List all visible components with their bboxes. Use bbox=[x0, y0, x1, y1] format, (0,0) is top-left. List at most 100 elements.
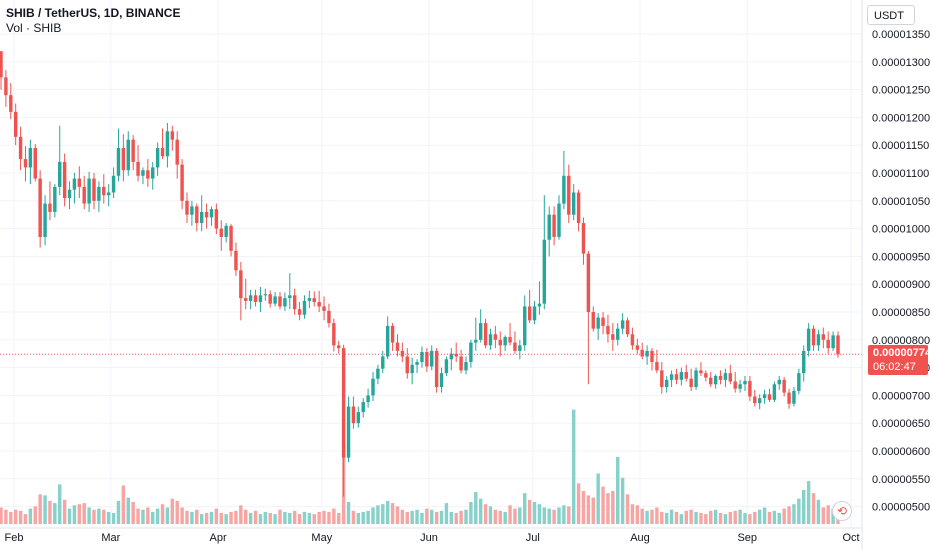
candle bbox=[660, 362, 664, 394]
volume-bar bbox=[488, 506, 493, 524]
candle-body bbox=[806, 328, 811, 351]
candle-body bbox=[175, 139, 179, 165]
candle bbox=[371, 372, 375, 401]
volume-bar bbox=[420, 513, 424, 524]
volume-bar bbox=[263, 511, 268, 524]
volume-bar bbox=[67, 508, 72, 524]
volume-bar bbox=[439, 510, 444, 524]
candle-body bbox=[498, 339, 502, 346]
volume-bar bbox=[684, 510, 688, 524]
candle bbox=[62, 153, 67, 207]
candle-body bbox=[253, 295, 258, 302]
candle-body bbox=[664, 379, 669, 388]
candle bbox=[679, 367, 684, 386]
candle-body bbox=[244, 298, 248, 301]
candle-body bbox=[82, 186, 86, 204]
candle bbox=[601, 312, 605, 335]
volume-bar bbox=[199, 514, 204, 524]
candle bbox=[478, 309, 483, 343]
candle-body bbox=[190, 206, 194, 215]
volume-bar bbox=[136, 508, 140, 524]
candle bbox=[390, 323, 395, 351]
candle-body bbox=[699, 370, 703, 374]
volume-bar bbox=[508, 505, 512, 524]
volume-bar bbox=[567, 506, 571, 524]
candle bbox=[474, 317, 478, 351]
volume-bar bbox=[542, 507, 547, 524]
candle-body bbox=[136, 161, 140, 176]
candle bbox=[831, 331, 835, 351]
candle bbox=[292, 288, 297, 315]
candle-body bbox=[660, 370, 664, 388]
candle bbox=[415, 359, 419, 374]
volume-bar bbox=[434, 511, 439, 524]
volume-bar bbox=[23, 514, 28, 524]
candle-body bbox=[141, 170, 145, 176]
volume-bar bbox=[146, 507, 150, 524]
candle bbox=[836, 331, 840, 358]
candle bbox=[449, 348, 454, 371]
volume-bar bbox=[155, 508, 160, 524]
candle bbox=[728, 364, 733, 385]
volume-bar bbox=[557, 507, 561, 524]
candle-body bbox=[278, 296, 282, 307]
volume-bar bbox=[738, 509, 742, 524]
candle-body bbox=[586, 253, 591, 312]
candle bbox=[146, 159, 150, 187]
currency-selector[interactable]: USDT bbox=[867, 5, 915, 25]
candle-body bbox=[748, 380, 752, 397]
volume-bar bbox=[459, 510, 463, 524]
candle bbox=[332, 318, 336, 352]
candle-body bbox=[258, 295, 263, 302]
candle-body bbox=[87, 178, 91, 204]
candle-body bbox=[116, 147, 121, 176]
candle-body bbox=[635, 345, 640, 350]
y-tick-label: 0.00000800 bbox=[872, 335, 930, 347]
volume-bar bbox=[312, 514, 316, 524]
tradingview-logo-icon[interactable]: ⟲ bbox=[832, 501, 852, 521]
candle-body bbox=[155, 147, 160, 168]
candle-body bbox=[292, 295, 297, 310]
candle-body bbox=[111, 175, 116, 193]
y-tick-label: 0.00001000 bbox=[872, 224, 930, 236]
candle-body bbox=[444, 359, 449, 374]
volume-bar bbox=[356, 513, 361, 524]
volume-bar bbox=[121, 485, 126, 524]
volume-bar bbox=[317, 511, 321, 524]
candle bbox=[151, 161, 155, 190]
volume-bar bbox=[4, 509, 8, 524]
volume-bar bbox=[753, 511, 757, 524]
candle-body bbox=[356, 412, 361, 424]
volume-bar bbox=[537, 504, 542, 524]
volume-bar bbox=[116, 500, 121, 524]
candle bbox=[312, 291, 316, 307]
candle-body bbox=[723, 373, 728, 380]
candle bbox=[209, 206, 214, 226]
volume-bar bbox=[361, 511, 365, 524]
candle bbox=[542, 195, 547, 310]
candle bbox=[341, 344, 346, 497]
y-tick-label: 0.00000550 bbox=[872, 474, 930, 486]
chart-legend: SHIB / TetherUS, 1D, BINANCE Vol · SHIB bbox=[6, 6, 180, 36]
candle bbox=[777, 375, 781, 390]
candle-body bbox=[527, 306, 532, 321]
candle-body bbox=[601, 317, 605, 326]
volume-bar bbox=[816, 499, 821, 524]
volume-bar bbox=[518, 507, 522, 524]
volume-bar bbox=[655, 507, 659, 524]
volume-bar bbox=[723, 514, 728, 524]
candle-body bbox=[537, 303, 542, 307]
candle-body bbox=[797, 373, 801, 391]
volume-bar bbox=[718, 513, 723, 524]
candle-body bbox=[185, 200, 189, 215]
volume-bar bbox=[337, 513, 341, 524]
grid bbox=[0, 0, 862, 528]
candle bbox=[552, 206, 556, 246]
candle-body bbox=[542, 239, 547, 304]
candle bbox=[356, 406, 361, 428]
candle bbox=[733, 372, 737, 393]
candle bbox=[410, 357, 414, 385]
candle bbox=[674, 368, 679, 385]
candle bbox=[253, 289, 258, 307]
